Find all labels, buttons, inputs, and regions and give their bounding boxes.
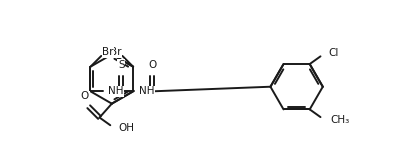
Text: Br: Br [102,47,114,57]
Text: O: O [147,60,156,70]
Text: NH: NH [108,86,124,96]
Text: Br: Br [109,47,121,57]
Text: Cl: Cl [327,48,338,58]
Text: OH: OH [118,123,134,133]
Text: NH: NH [139,86,154,96]
Text: O: O [81,91,89,101]
Text: S: S [118,60,124,70]
Text: CH₃: CH₃ [330,115,349,125]
